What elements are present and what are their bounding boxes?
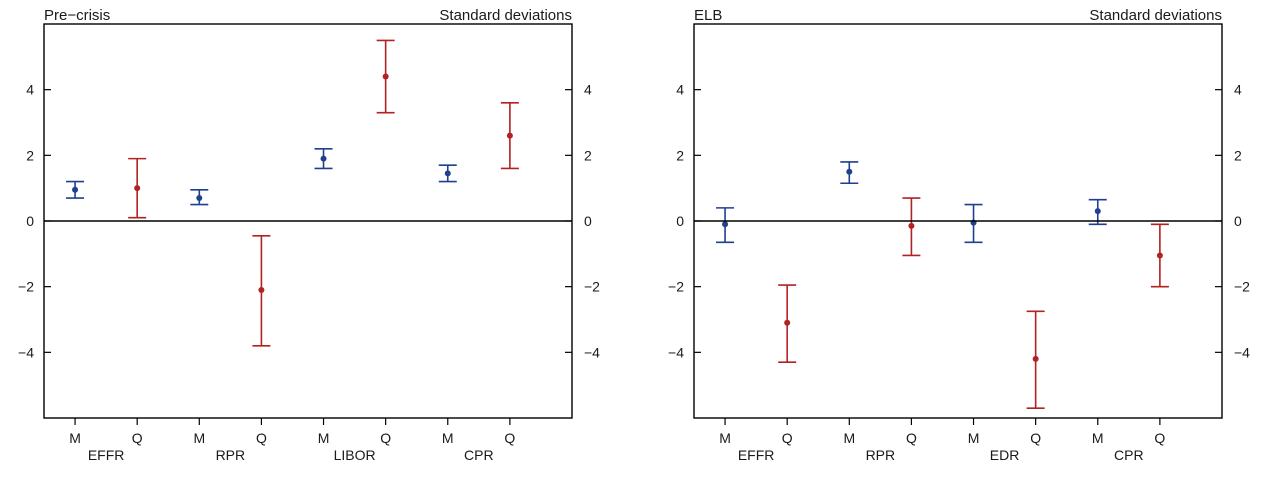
- error-bar-cpr-m: [1088, 198, 1107, 226]
- error-bar-cpr-q: [1150, 223, 1169, 288]
- point-estimate: [72, 186, 79, 193]
- error-bars: [66, 39, 519, 347]
- point-estimate: [1156, 252, 1163, 259]
- x-series-label: Q: [132, 430, 143, 446]
- point-estimate: [134, 185, 141, 192]
- y-tick-label: −2: [18, 279, 34, 295]
- y-tick-label: −4: [18, 344, 34, 360]
- point-estimate: [196, 195, 203, 202]
- y-tick-label: 0: [1234, 213, 1242, 229]
- y-tick-label: −4: [1234, 344, 1250, 360]
- point-estimate: [444, 170, 451, 177]
- point-estimate: [1032, 355, 1039, 362]
- x-group-label: EDR: [990, 447, 1020, 463]
- x-series-label: Q: [1030, 430, 1041, 446]
- y-tick-label: −4: [668, 344, 684, 360]
- error-bar-effr-m: [66, 180, 85, 199]
- x-series-label: M: [193, 430, 205, 446]
- y-tick-label: 0: [26, 213, 34, 229]
- x-group-label: RPR: [216, 447, 246, 463]
- y-tick-label: 4: [676, 82, 684, 98]
- y-axis-right: −4 −2 0 2 4: [565, 82, 600, 360]
- x-series-label: Q: [256, 430, 267, 446]
- x-series-label: Q: [906, 430, 917, 446]
- y-tick-label: 0: [676, 213, 684, 229]
- x-group-label: RPR: [866, 447, 896, 463]
- point-estimate: [382, 73, 389, 80]
- y-tick-label: 2: [1234, 147, 1242, 163]
- x-series-label: Q: [504, 430, 515, 446]
- y-tick-label: −2: [584, 279, 600, 295]
- x-series-label: M: [442, 430, 454, 446]
- x-series-label: Q: [782, 430, 793, 446]
- y-tick-label: −4: [584, 344, 600, 360]
- error-bar-edr-q: [1026, 310, 1045, 409]
- x-axis-labels: M Q M Q M Q M Q EFFR RPR EDR CPR: [719, 418, 1165, 463]
- panel-title: ELB: [694, 7, 722, 24]
- point-estimate: [784, 319, 791, 326]
- error-bar-libor-q: [376, 39, 395, 114]
- error-bars: [716, 161, 1169, 409]
- error-bar-cpr-m: [438, 164, 457, 183]
- point-estimate: [908, 222, 915, 229]
- x-series-label: M: [69, 430, 81, 446]
- x-series-label: Q: [380, 430, 391, 446]
- y-tick-label: 4: [1234, 82, 1242, 98]
- y-tick-label: −2: [668, 279, 684, 295]
- x-group-label: EFFR: [88, 447, 125, 463]
- y-tick-label: 4: [26, 82, 34, 98]
- error-bar-cpr-q: [500, 102, 519, 170]
- error-bar-rpr-m: [840, 161, 859, 185]
- point-estimate: [506, 132, 513, 139]
- y-tick-label: 2: [584, 147, 592, 163]
- point-estimate: [722, 221, 729, 228]
- error-bar-edr-m: [964, 203, 983, 244]
- error-bar-effr-q: [128, 157, 147, 219]
- error-bar-rpr-m: [190, 189, 209, 206]
- panel-units-label: Standard deviations: [439, 7, 572, 24]
- x-group-label: LIBOR: [334, 447, 376, 463]
- y-tick-label: 2: [26, 147, 34, 163]
- error-bar-rpr-q: [902, 197, 921, 257]
- panel-pre-crisis: Pre−crisis Standard deviations −4 −2 0 2 4 −…: [18, 7, 600, 463]
- x-series-label: Q: [1154, 430, 1165, 446]
- x-series-label: M: [719, 430, 731, 446]
- x-group-label: CPR: [1114, 447, 1144, 463]
- x-series-label: M: [1092, 430, 1104, 446]
- point-estimate: [1094, 208, 1101, 215]
- y-tick-label: 0: [584, 213, 592, 229]
- panel-units-label: Standard deviations: [1089, 7, 1222, 24]
- x-group-label: CPR: [464, 447, 494, 463]
- y-tick-label: 4: [584, 82, 592, 98]
- y-tick-label: −2: [1234, 279, 1250, 295]
- x-axis-labels: M Q M Q M Q M Q EFFR RPR LIBOR CPR: [69, 418, 515, 463]
- error-bar-effr-m: [716, 207, 735, 244]
- x-series-label: M: [968, 430, 980, 446]
- error-bar-effr-q: [778, 284, 797, 363]
- y-axis-right: −4 −2 0 2 4: [1215, 82, 1250, 360]
- point-estimate: [846, 168, 853, 175]
- x-series-label: M: [843, 430, 855, 446]
- x-group-label: EFFR: [738, 447, 775, 463]
- y-tick-label: 2: [676, 147, 684, 163]
- error-bar-libor-m: [314, 147, 333, 170]
- point-estimate: [320, 155, 327, 162]
- panel-title: Pre−crisis: [44, 7, 110, 24]
- error-bar-rpr-q: [252, 234, 271, 347]
- point-estimate: [258, 286, 265, 293]
- y-axis-left: −4 −2 0 2 4: [18, 82, 51, 360]
- x-series-label: M: [318, 430, 330, 446]
